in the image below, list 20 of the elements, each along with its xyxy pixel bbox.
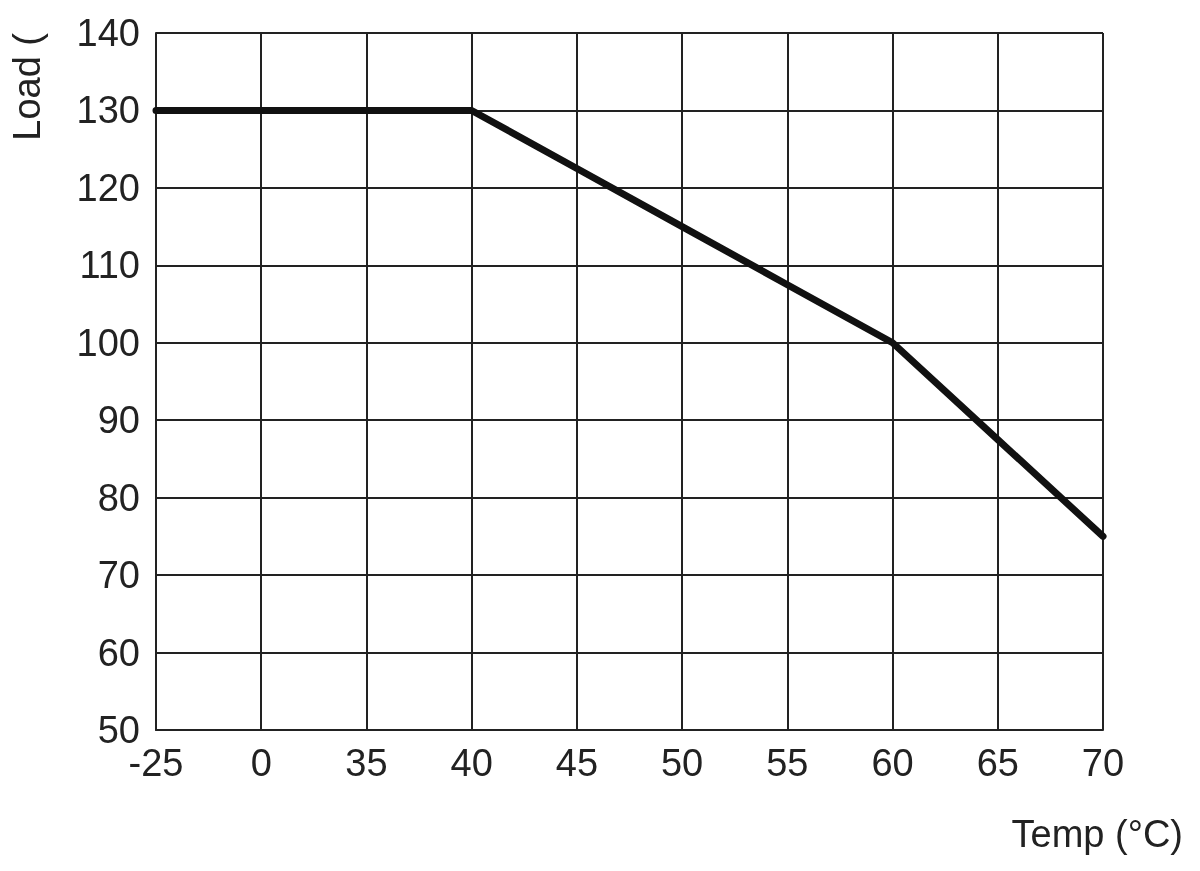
x-axis-title: Temp (°C) [1011,813,1183,855]
y-tick-label: 140 [76,12,140,54]
y-tick-label: 70 [97,554,140,597]
y-tick-label: 100 [76,321,140,364]
y-axis-title: Load ( [6,32,48,141]
x-tick-label: 70 [1081,742,1125,784]
x-tick-label: 60 [871,742,914,784]
y-tick-label: 110 [79,244,140,287]
x-tick-label: 40 [450,742,493,784]
x-tick-label: 55 [766,742,809,784]
x-tick-label: 45 [555,742,599,784]
y-tick-label: 120 [76,166,140,209]
y-tick-label: 60 [97,631,140,674]
y-tick-label: 90 [97,399,140,442]
x-tick-label: 0 [250,742,272,784]
y-tick-label: 130 [76,89,140,132]
y-tick-label: 80 [97,476,140,519]
x-tick-label: 35 [345,742,388,784]
x-tick-label: 50 [660,742,704,784]
x-tick-label: 65 [976,742,1019,784]
